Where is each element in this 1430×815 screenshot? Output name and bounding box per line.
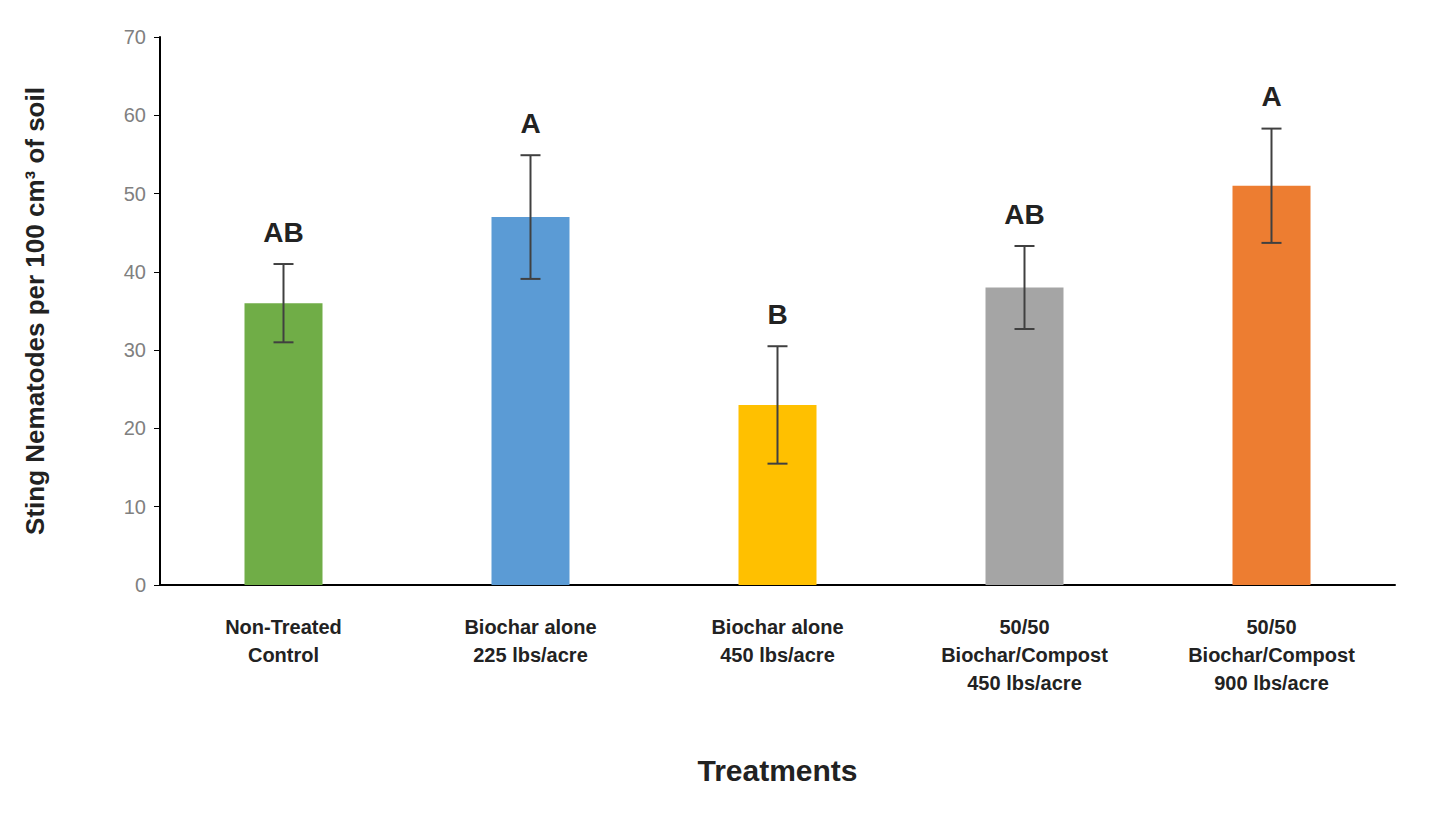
svg-text:450 lbs/acre: 450 lbs/acre bbox=[967, 672, 1082, 694]
svg-text:A: A bbox=[520, 108, 540, 139]
svg-text:Biochar alone: Biochar alone bbox=[711, 616, 843, 638]
svg-text:Non-Treated: Non-Treated bbox=[225, 616, 342, 638]
svg-text:B: B bbox=[767, 299, 787, 330]
svg-text:10: 10 bbox=[124, 496, 146, 518]
svg-text:60: 60 bbox=[124, 104, 146, 126]
svg-text:Biochar/Compost: Biochar/Compost bbox=[941, 644, 1108, 666]
svg-text:900 lbs/acre: 900 lbs/acre bbox=[1214, 672, 1329, 694]
svg-text:0: 0 bbox=[135, 574, 146, 596]
svg-text:AB: AB bbox=[1004, 199, 1044, 230]
svg-text:AB: AB bbox=[263, 217, 303, 248]
svg-text:450 lbs/acre: 450 lbs/acre bbox=[720, 644, 835, 666]
svg-text:20: 20 bbox=[124, 417, 146, 439]
svg-text:70: 70 bbox=[124, 26, 146, 48]
svg-text:Sting Nematodes per 100 cm³ of: Sting Nematodes per 100 cm³ of soil bbox=[20, 87, 50, 535]
svg-text:50/50: 50/50 bbox=[1246, 616, 1296, 638]
svg-text:40: 40 bbox=[124, 261, 146, 283]
svg-text:30: 30 bbox=[124, 339, 146, 361]
svg-text:50/50: 50/50 bbox=[999, 616, 1049, 638]
svg-text:Biochar alone: Biochar alone bbox=[464, 616, 596, 638]
svg-text:225 lbs/acre: 225 lbs/acre bbox=[473, 644, 588, 666]
svg-text:50: 50 bbox=[124, 183, 146, 205]
svg-text:A: A bbox=[1261, 81, 1281, 112]
svg-text:Control: Control bbox=[248, 644, 319, 666]
svg-text:Treatments: Treatments bbox=[697, 754, 857, 787]
svg-text:Biochar/Compost: Biochar/Compost bbox=[1188, 644, 1355, 666]
